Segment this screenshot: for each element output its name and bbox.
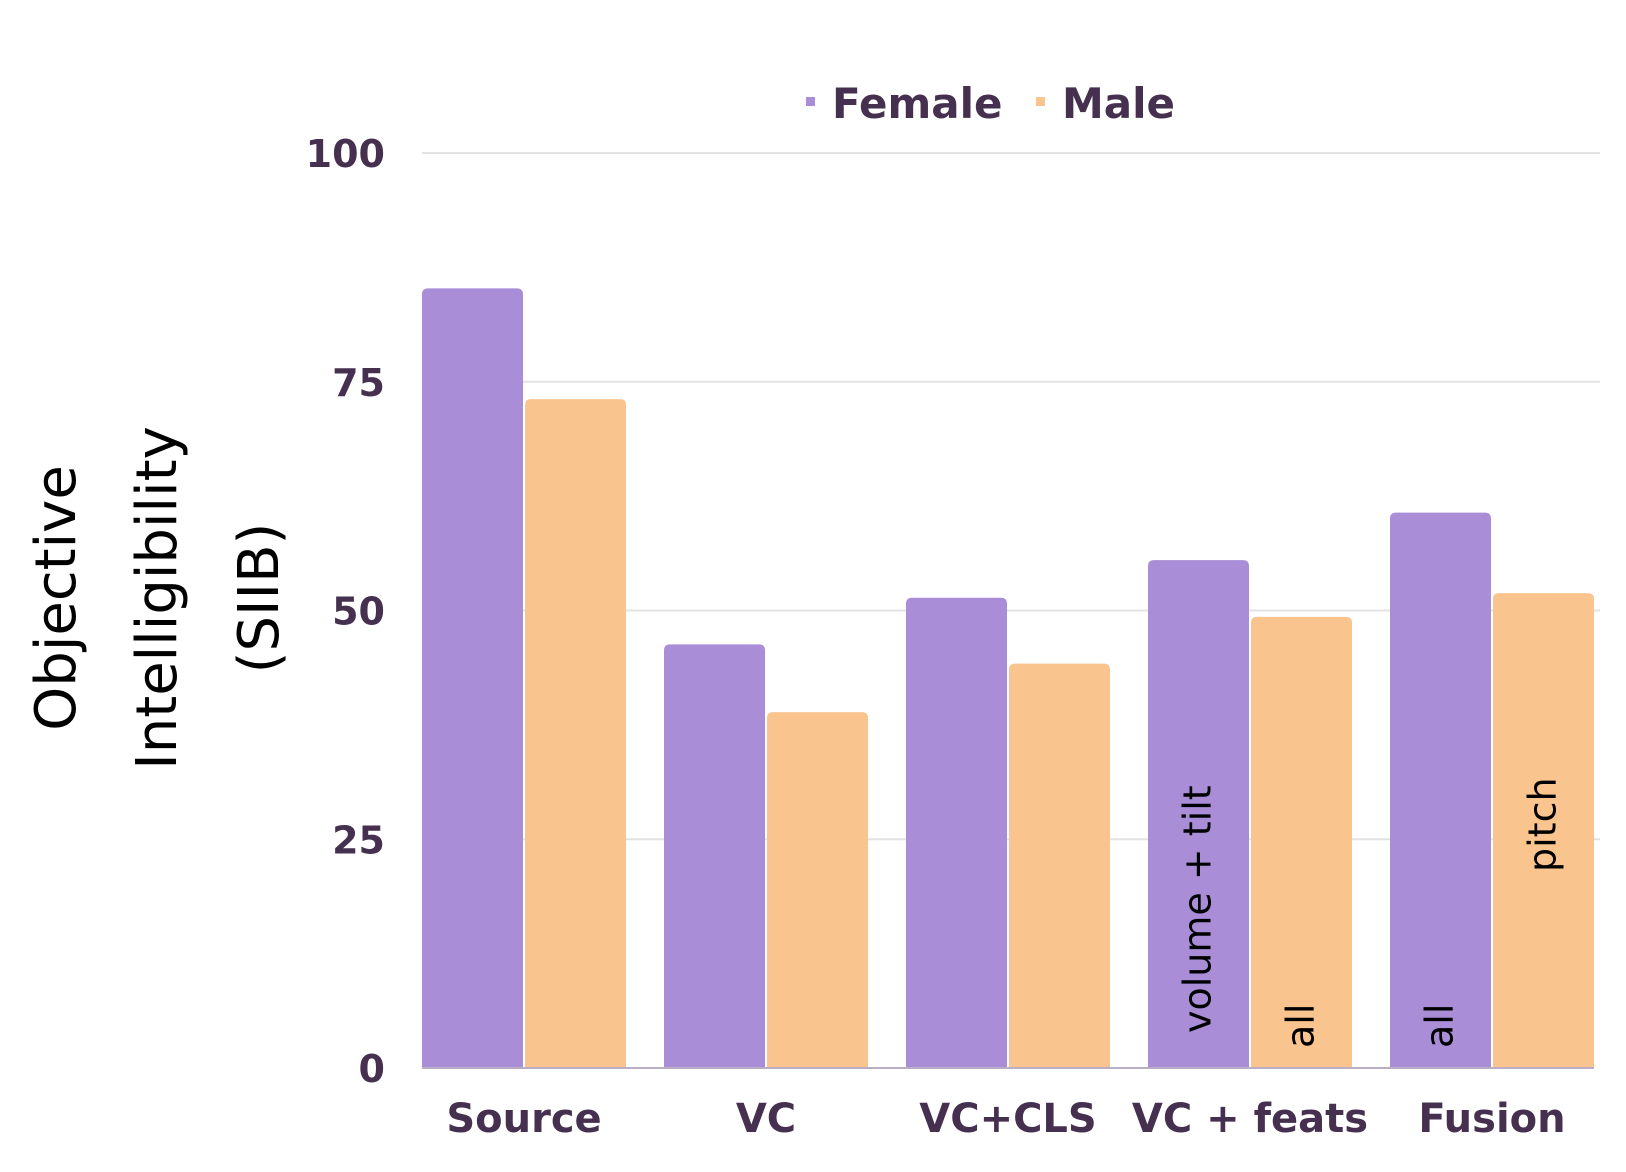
legend-swatch-male <box>1036 97 1045 106</box>
bar-annotations: volume + tilt all all pitch <box>1176 777 1565 1048</box>
y-tick-label: 50 <box>332 590 385 634</box>
legend-label-male: Male <box>1062 79 1175 128</box>
bars <box>422 288 1594 1068</box>
y-tick-label: 75 <box>332 361 385 405</box>
bar-male <box>525 399 626 1068</box>
legend: Female Male <box>806 79 1175 128</box>
bar-annotation: all <box>1418 1004 1462 1048</box>
y-axis-title-line: (SIIB) <box>227 523 292 674</box>
x-tick-label: VC <box>736 1096 796 1142</box>
y-tick-label: 100 <box>306 132 385 176</box>
x-tick-label: VC + feats <box>1132 1096 1368 1142</box>
x-tick-label: VC+CLS <box>919 1096 1096 1142</box>
legend-label-female: Female <box>832 79 1002 128</box>
bar-female <box>906 597 1007 1068</box>
y-axis-title: Objective Intelligibility (SIIB) <box>24 426 292 770</box>
bar-female <box>1390 512 1491 1068</box>
bar-male <box>1251 616 1352 1068</box>
y-tick-label: 0 <box>359 1047 385 1091</box>
x-tick-label: Source <box>446 1096 601 1142</box>
legend-swatch-female <box>806 97 815 106</box>
bar-annotation: all <box>1279 1004 1323 1048</box>
y-tick-labels: 0 25 50 75 100 <box>306 132 385 1091</box>
bar-female <box>422 288 523 1068</box>
x-tick-label: Fusion <box>1418 1096 1565 1142</box>
x-tick-labels: Source VC VC+CLS VC + feats Fusion <box>446 1096 1565 1142</box>
y-tick-label: 25 <box>332 818 385 862</box>
bar-male <box>1493 593 1594 1068</box>
bar-annotation: volume + tilt <box>1176 785 1220 1033</box>
bar-female <box>1148 560 1249 1068</box>
bar-male <box>767 712 868 1068</box>
bar-male <box>1009 663 1110 1068</box>
y-axis-title-line: Objective <box>24 465 89 731</box>
bar-annotation: pitch <box>1521 777 1565 872</box>
bar-female <box>664 644 765 1068</box>
y-axis-title-line: Intelligibility <box>125 426 190 770</box>
